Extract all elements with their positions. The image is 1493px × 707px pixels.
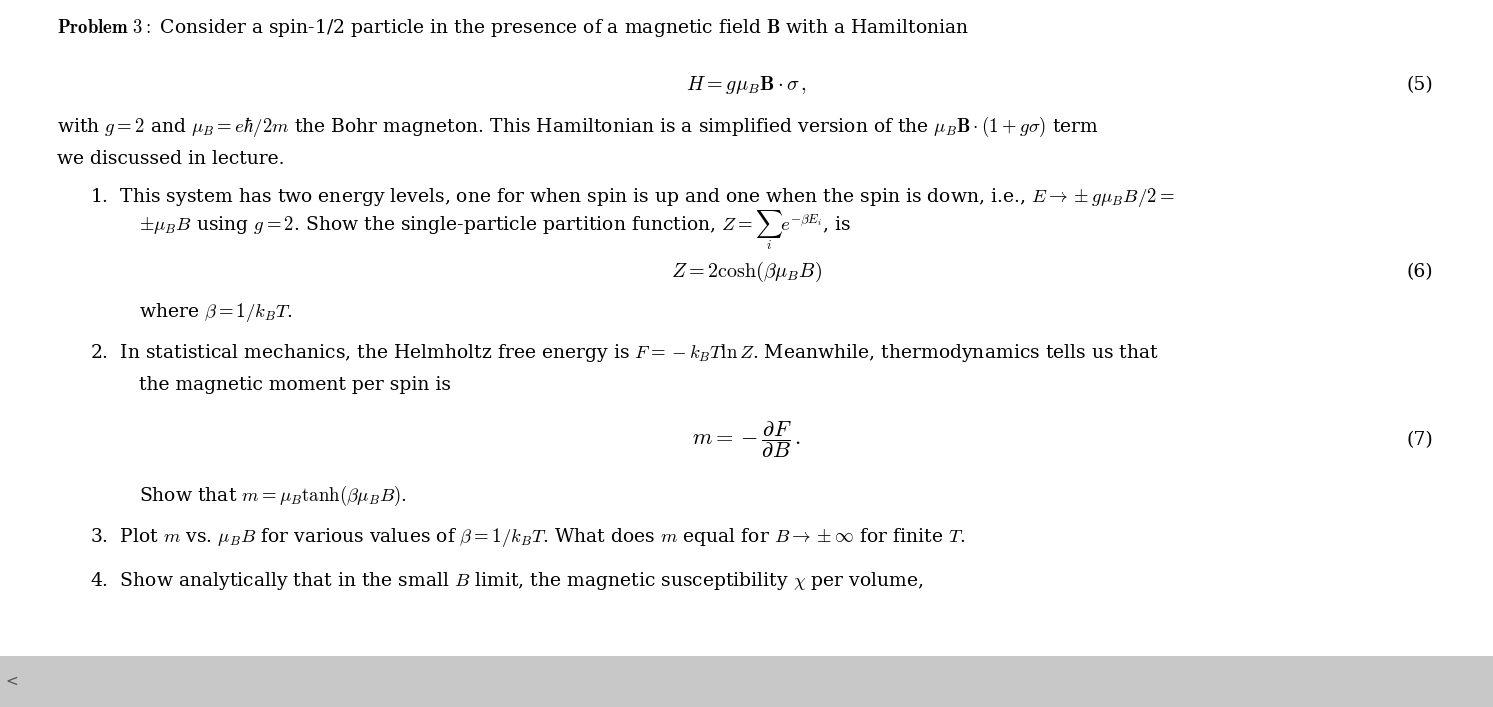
Text: 2.  In statistical mechanics, the Helmholtz free energy is $F = -k_BT\ln Z$. Mea: 2. In statistical mechanics, the Helmhol…: [90, 342, 1159, 365]
Text: we discussed in lecture.: we discussed in lecture.: [57, 150, 284, 168]
Bar: [0, 656, 1493, 707]
Text: $Z = 2\cosh(\beta\mu_B B)$: $Z = 2\cosh(\beta\mu_B B)$: [670, 260, 823, 284]
Text: 3.  Plot $m$ vs. $\mu_B B$ for various values of $\beta = 1/k_BT$. What does $m$: 3. Plot $m$ vs. $\mu_B B$ for various va…: [90, 526, 964, 549]
Text: $\mathbf{Problem\ 3:}$ Consider a spin-1/2 particle in the presence of a magneti: $\mathbf{Problem\ 3:}$ Consider a spin-1…: [57, 17, 969, 40]
Text: 1.  This system has two energy levels, one for when spin is up and one when the : 1. This system has two energy levels, on…: [90, 187, 1173, 209]
Text: the magnetic moment per spin is: the magnetic moment per spin is: [139, 376, 451, 395]
Text: where $\beta = 1/k_B T$.: where $\beta = 1/k_B T$.: [139, 301, 293, 324]
Text: (6): (6): [1406, 263, 1433, 281]
Text: with $g = 2$ and $\mu_B = e\hbar/2m$ the Bohr magneton. This Hamiltonian is a si: with $g = 2$ and $\mu_B = e\hbar/2m$ the…: [57, 115, 1099, 139]
Text: $H = g\mu_B\mathbf{B}\cdot\sigma\,,$: $H = g\mu_B\mathbf{B}\cdot\sigma\,,$: [687, 74, 806, 96]
Text: (7): (7): [1406, 431, 1433, 449]
Text: <: <: [6, 674, 18, 689]
Text: 4.  Show analytically that in the small $B$ limit, the magnetic susceptibility $: 4. Show analytically that in the small $…: [90, 570, 923, 592]
Text: (5): (5): [1406, 76, 1433, 94]
Text: $m = -\dfrac{\partial F}{\partial B}\,.$: $m = -\dfrac{\partial F}{\partial B}\,.$: [691, 419, 802, 460]
Text: $\pm\mu_B B$ using $g = 2$. Show the single-particle partition function, $Z = \s: $\pm\mu_B B$ using $g = 2$. Show the sin…: [139, 208, 851, 252]
Text: Show that $m = \mu_B\tanh(\beta\mu_B B)$.: Show that $m = \mu_B\tanh(\beta\mu_B B)$…: [139, 484, 406, 508]
